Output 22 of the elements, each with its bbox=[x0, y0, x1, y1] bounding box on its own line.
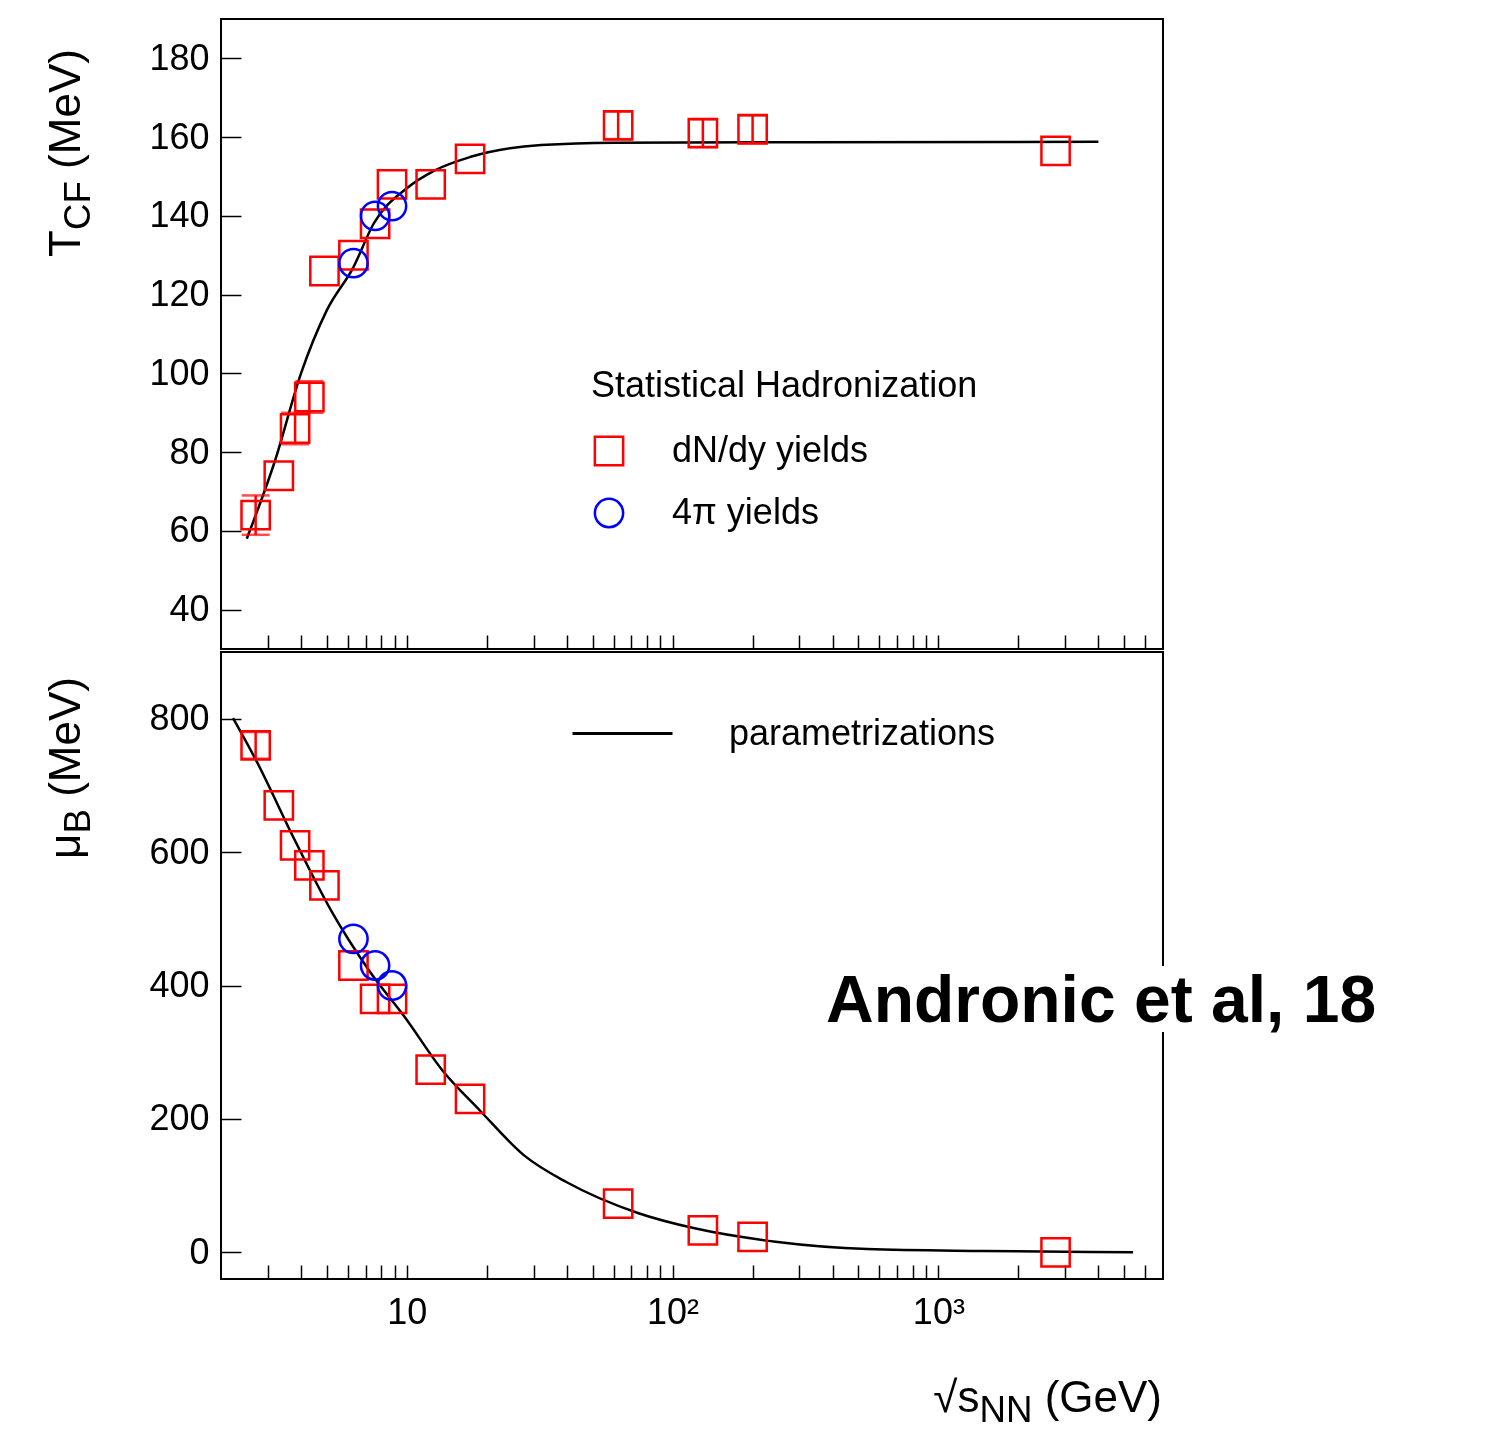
x-tick-label: 10³ bbox=[912, 1290, 965, 1332]
y-tick-label: 400 bbox=[149, 964, 210, 1006]
y-tick-label: 180 bbox=[149, 36, 210, 78]
y-tick-label: 140 bbox=[149, 194, 210, 236]
y-tick-label: 800 bbox=[149, 697, 210, 739]
y-tick-label: 80 bbox=[169, 430, 210, 472]
y-tick-label: 100 bbox=[149, 351, 210, 393]
legend-title: Statistical Hadronization bbox=[591, 364, 978, 405]
legend-label: 4π yields bbox=[672, 491, 819, 532]
y-tick-label: 40 bbox=[169, 588, 210, 630]
y-tick-label: 120 bbox=[149, 273, 210, 315]
y-tick-label: 60 bbox=[169, 509, 210, 551]
x-tick-label: 10² bbox=[647, 1290, 700, 1332]
y-tick-label: 160 bbox=[149, 115, 210, 157]
x-axis-title: √s$_{NN}$ (GeV) bbox=[933, 1372, 1162, 1430]
y-tick-label: 200 bbox=[149, 1097, 210, 1139]
x-tick-label: 10 bbox=[387, 1290, 428, 1332]
legend-label: dN/dy yields bbox=[672, 429, 869, 470]
annotation: Andronic et al, 18 bbox=[826, 962, 1377, 1036]
y-tick-label: 0 bbox=[189, 1230, 210, 1272]
legend-label: parametrizations bbox=[729, 711, 996, 753]
y-tick-label: 600 bbox=[149, 830, 210, 872]
